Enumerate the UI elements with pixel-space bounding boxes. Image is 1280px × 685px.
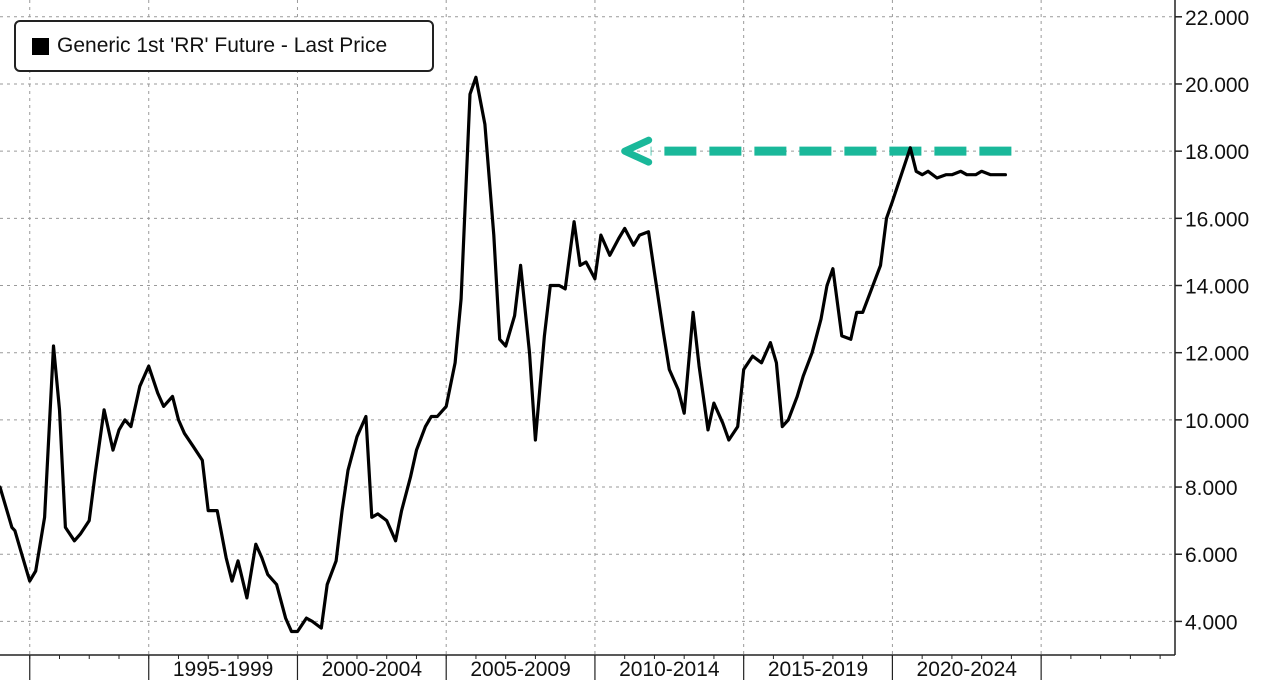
- x-tick-label: 2000-2004: [322, 658, 423, 680]
- x-tick-label: 2005-2009: [470, 658, 570, 680]
- annotations: [621, 136, 1012, 166]
- y-tick-label: 22.000: [1185, 7, 1249, 30]
- series-layer: [0, 75, 1008, 634]
- y-tick-label: 8.000: [1185, 477, 1238, 500]
- y-tick-label: 10.000: [1185, 410, 1249, 433]
- y-tick-label: 12.000: [1185, 343, 1249, 366]
- x-tick-label: 2015-2019: [768, 658, 868, 680]
- x-tick-label: 1995-1999: [173, 658, 273, 680]
- y-tick-label: 4.000: [1185, 611, 1238, 634]
- gridlines: [0, 0, 1175, 655]
- x-tick-label: 2020-2024: [917, 658, 1018, 680]
- y-tick-label: 14.000: [1185, 276, 1249, 299]
- legend-label: Generic 1st 'RR' Future - Last Price: [57, 34, 388, 57]
- y-tick-label: 20.000: [1185, 74, 1249, 97]
- legend-swatch: [32, 37, 49, 55]
- series-line: [0, 75, 1008, 634]
- x-tick-label: 2010-2014: [619, 658, 720, 680]
- axes: 4.000 6.000 8.000 10.000 12.000 14.000 16.000 1…: [0, 0, 1249, 681]
- arrow-head-icon: [621, 136, 653, 166]
- legend: Generic 1st 'RR' Future - Last Price: [14, 20, 434, 72]
- y-tick-label: 18.000: [1185, 141, 1249, 164]
- y-tick-label: 6.000: [1185, 544, 1238, 567]
- y-tick-label: 16.000: [1185, 208, 1249, 231]
